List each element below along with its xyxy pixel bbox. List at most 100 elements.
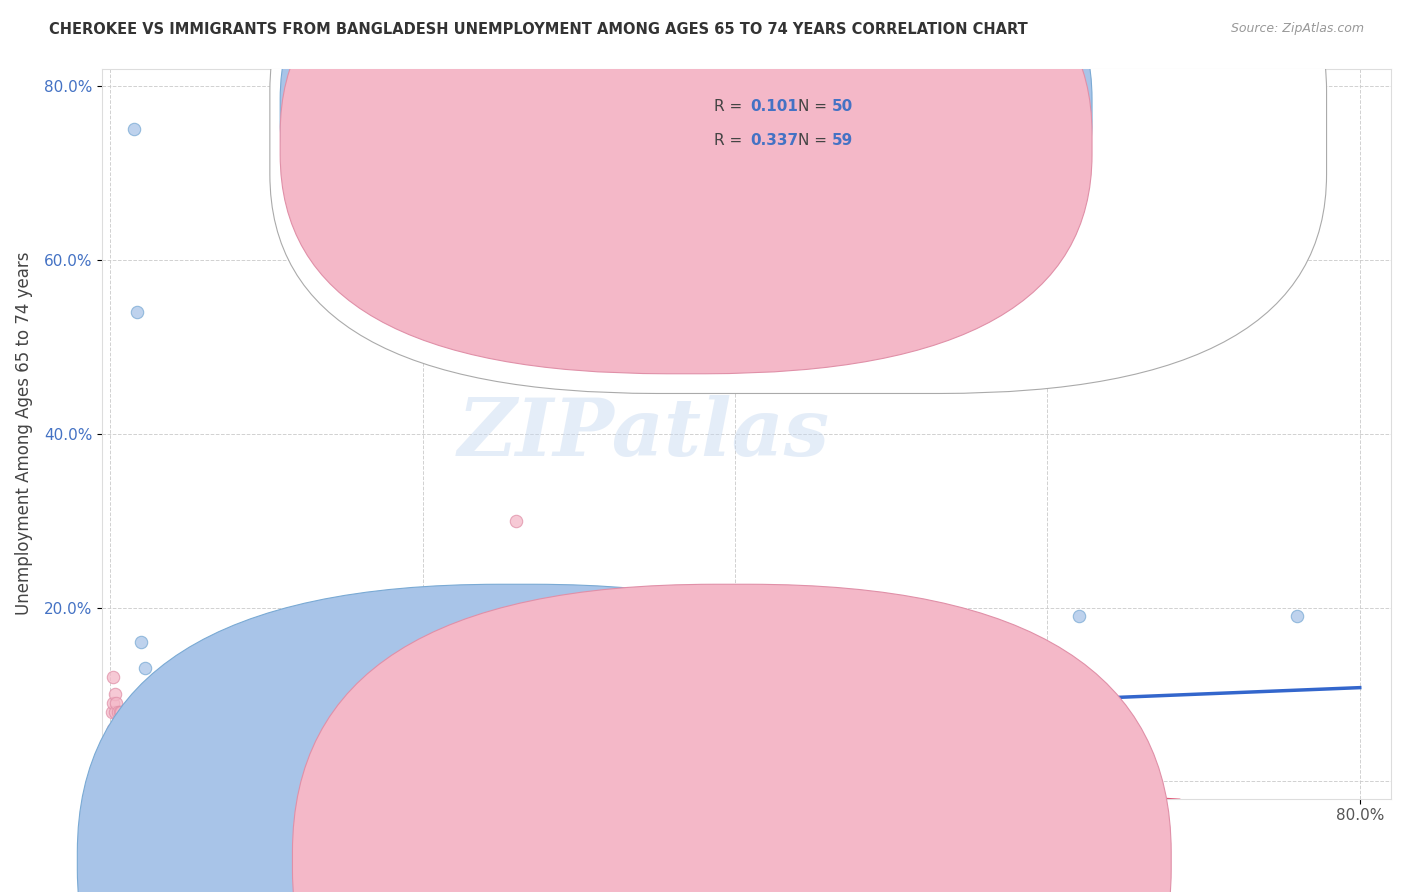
Point <box>177 770 200 784</box>
Point <box>107 739 129 754</box>
FancyBboxPatch shape <box>280 0 1092 374</box>
Point <box>146 723 169 737</box>
Point <box>412 631 434 645</box>
Point <box>104 723 127 737</box>
Point <box>208 770 231 784</box>
Point <box>131 635 153 649</box>
FancyBboxPatch shape <box>270 0 1327 393</box>
FancyBboxPatch shape <box>280 0 1092 340</box>
Point <box>349 770 371 784</box>
Point <box>104 688 127 702</box>
Point <box>110 705 132 719</box>
Point <box>177 770 200 784</box>
Point <box>100 705 122 719</box>
Text: 0.337: 0.337 <box>751 133 799 147</box>
Point <box>107 705 129 719</box>
Point <box>105 770 128 784</box>
Point <box>474 770 496 784</box>
Point <box>104 770 127 784</box>
Point <box>111 770 134 784</box>
Point <box>111 770 134 784</box>
Text: ZIPatlas: ZIPatlas <box>457 395 830 473</box>
Point <box>107 723 129 737</box>
Text: N =: N = <box>799 133 832 147</box>
Point <box>568 770 591 784</box>
Point <box>112 739 135 754</box>
Point <box>117 765 139 780</box>
Point <box>117 731 139 745</box>
Point <box>287 770 309 784</box>
Point <box>120 770 142 784</box>
Point <box>443 770 465 784</box>
Text: Immigrants from Bangladesh: Immigrants from Bangladesh <box>756 854 979 868</box>
Point <box>568 770 591 784</box>
Point <box>105 723 128 737</box>
Point <box>208 770 231 784</box>
Point <box>193 770 215 784</box>
Point <box>128 748 150 763</box>
Point <box>153 770 176 784</box>
Point <box>349 770 371 784</box>
Point <box>254 661 277 675</box>
Point <box>112 714 135 728</box>
Point <box>103 723 125 737</box>
Point <box>724 770 747 784</box>
Point <box>105 696 128 710</box>
Text: CHEROKEE VS IMMIGRANTS FROM BANGLADESH UNEMPLOYMENT AMONG AGES 65 TO 74 YEARS CO: CHEROKEE VS IMMIGRANTS FROM BANGLADESH U… <box>49 22 1028 37</box>
Point <box>108 739 131 754</box>
Point <box>162 770 184 784</box>
Point <box>112 770 135 784</box>
Point <box>333 770 356 784</box>
Point <box>505 514 527 528</box>
Point <box>107 770 129 784</box>
Point <box>536 770 558 784</box>
Point <box>110 723 132 737</box>
Point <box>110 770 132 784</box>
Point <box>162 770 184 784</box>
Point <box>134 661 156 675</box>
Text: N =: N = <box>799 99 832 114</box>
Point <box>849 770 872 784</box>
Point <box>111 731 134 745</box>
Point <box>122 748 145 763</box>
Point <box>254 705 277 719</box>
Point <box>224 770 246 784</box>
Point <box>755 770 778 784</box>
Point <box>693 770 716 784</box>
Point <box>333 661 356 675</box>
Point <box>114 770 136 784</box>
Point <box>108 770 131 784</box>
Text: 59: 59 <box>832 133 853 147</box>
Text: Cherokee: Cherokee <box>541 854 614 868</box>
Point <box>239 705 262 719</box>
Text: Source: ZipAtlas.com: Source: ZipAtlas.com <box>1230 22 1364 36</box>
Point <box>132 739 155 754</box>
Text: 0.101: 0.101 <box>751 99 799 114</box>
Point <box>105 723 128 737</box>
Point <box>138 770 160 784</box>
Point <box>318 770 340 784</box>
Text: R =: R = <box>714 99 748 114</box>
Point <box>108 723 131 737</box>
Text: 50: 50 <box>832 99 853 114</box>
Point <box>125 305 148 319</box>
Point <box>1067 609 1090 624</box>
Point <box>108 767 131 781</box>
Point <box>103 696 125 710</box>
Point <box>380 770 402 784</box>
Point <box>505 770 527 784</box>
Point <box>630 770 652 784</box>
Point <box>412 770 434 784</box>
Point <box>110 770 132 784</box>
Point <box>114 723 136 737</box>
Point <box>118 739 141 754</box>
Point <box>474 770 496 784</box>
Point <box>443 770 465 784</box>
Point <box>118 770 141 784</box>
Point <box>676 600 699 615</box>
Point <box>114 739 136 754</box>
Point <box>630 770 652 784</box>
Point <box>108 705 131 719</box>
Point <box>661 770 683 784</box>
Point <box>103 670 125 684</box>
